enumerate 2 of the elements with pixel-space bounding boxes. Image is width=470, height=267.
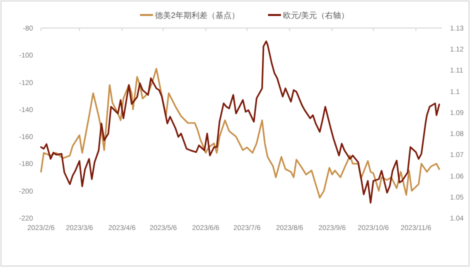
legend-label: 德美2年期利差（基点） xyxy=(155,11,240,20)
legend-label: 欧元/美元（右轴） xyxy=(283,11,350,20)
